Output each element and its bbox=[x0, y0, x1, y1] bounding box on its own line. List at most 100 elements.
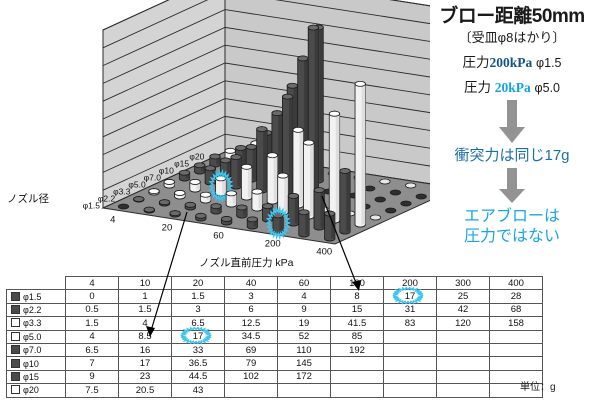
table-cell: 3 bbox=[224, 289, 278, 304]
chart-bar bbox=[225, 190, 237, 208]
chart-3d: 020406080100120140160180200衝突力 g42060200… bbox=[0, 0, 430, 275]
table-body: φ1.5 0 1 1.5 3 4 8 17 25 28 φ2.2 0.5 1.5 3 6 9 15 31 42 68 φ… bbox=[6, 289, 543, 398]
chart-x-tick-label: 20 bbox=[162, 222, 173, 233]
annotation-panel: ブロー距離50mm 〔受皿φ8はかり〕 圧力200kPa φ1.5 圧力 20k… bbox=[424, 2, 600, 270]
table-row: φ5.0 4 8.5 17 34.5 52 85 bbox=[6, 329, 543, 344]
table-cell: 28 bbox=[489, 289, 543, 304]
table-cell bbox=[436, 369, 490, 385]
table-cell: 9 bbox=[65, 369, 119, 385]
chart-bar bbox=[324, 210, 336, 242]
chart-z-tick-label: φ10 bbox=[159, 166, 174, 176]
table-cell: 42 bbox=[436, 302, 490, 318]
chart-bar bbox=[195, 212, 207, 222]
table-cell: 23 bbox=[118, 369, 172, 385]
table-cell: 33 bbox=[171, 342, 225, 358]
table-cell: 0.5 bbox=[65, 302, 119, 318]
chart-bar bbox=[364, 185, 376, 192]
unit-note-text: 単位：g bbox=[520, 382, 556, 393]
chart-bar bbox=[210, 203, 222, 215]
table-cell bbox=[489, 356, 543, 371]
chart-bar bbox=[236, 204, 248, 219]
chart-z-tick-label: φ5.0 bbox=[128, 180, 146, 190]
table-cell: 120 bbox=[436, 316, 490, 331]
table-cell: 20.5 bbox=[118, 383, 172, 398]
chart-bar bbox=[184, 201, 196, 211]
table-cell bbox=[383, 356, 437, 371]
chart-bar bbox=[313, 187, 325, 231]
chart-bar bbox=[292, 126, 304, 209]
chart-bar bbox=[178, 169, 191, 182]
table-cell bbox=[383, 342, 437, 358]
conclusion-text: 衝突力は同じ17g bbox=[454, 147, 570, 164]
table-cell: 9 bbox=[277, 302, 331, 318]
table-cell: 17 bbox=[118, 356, 172, 371]
down-arrow-1-wrap bbox=[424, 100, 600, 144]
case-1-label: 圧力 bbox=[462, 55, 490, 70]
table-cell: 102 bbox=[224, 369, 278, 385]
chart-canvas: 020406080100120140160180200衝突力 g42060200… bbox=[7, 0, 430, 269]
table-row-label: φ2.2 bbox=[23, 304, 42, 315]
table-cell bbox=[489, 383, 543, 398]
chart-bar bbox=[133, 196, 145, 203]
chart-x-tick-label: 400 bbox=[316, 246, 332, 257]
table-col-header: 400 bbox=[489, 275, 543, 291]
table-row: φ2.2 0.5 1.5 3 6 9 15 31 42 68 bbox=[6, 302, 543, 318]
legend-swatch-icon bbox=[11, 318, 20, 328]
table-cell bbox=[436, 383, 490, 398]
chart-bar bbox=[328, 110, 341, 224]
chart-bar bbox=[230, 154, 242, 190]
table-row-header: φ3.3 bbox=[6, 316, 66, 331]
table-cell bbox=[383, 369, 437, 385]
table-cell: 34.5 bbox=[224, 329, 278, 344]
chart-bar bbox=[221, 216, 233, 226]
table-row-header: φ2.2 bbox=[6, 302, 66, 318]
down-arrow-icon-2 bbox=[499, 168, 525, 203]
table-cell-highlighted: 17 bbox=[171, 329, 225, 344]
chart-x-tick-label: 60 bbox=[213, 230, 224, 241]
chart-bar bbox=[194, 162, 206, 175]
chart-bar bbox=[163, 179, 175, 189]
chart-bar bbox=[169, 210, 181, 218]
table-cell: 68 bbox=[489, 302, 543, 318]
chart-bar bbox=[246, 216, 259, 230]
table-cell: 8 bbox=[330, 289, 384, 304]
table-cell: 43 bbox=[171, 383, 225, 398]
table-col-header: 4 bbox=[65, 275, 119, 291]
table-cell: 44.5 bbox=[171, 369, 225, 385]
chart-highlight-starburst-icon bbox=[265, 205, 291, 241]
table-row-label: φ5.0 bbox=[23, 331, 42, 342]
table-cell: 1.5 bbox=[65, 316, 119, 331]
table-cell bbox=[436, 356, 490, 371]
chart-bar bbox=[240, 163, 253, 201]
chart-bar bbox=[117, 203, 130, 210]
unit-note: 単位：g bbox=[520, 378, 556, 393]
table-cell-highlighted: 17 bbox=[383, 289, 437, 304]
chart-x-tick-label: 200 bbox=[265, 238, 281, 249]
table-cell: 192 bbox=[330, 342, 384, 358]
chart-bar bbox=[209, 153, 221, 168]
table-col-header: 10 bbox=[118, 275, 172, 291]
down-arrow-2-wrap bbox=[424, 168, 600, 204]
chart-bar bbox=[303, 139, 315, 220]
table-cell bbox=[330, 356, 384, 371]
legend-swatch-icon bbox=[11, 371, 20, 381]
chart-bar bbox=[148, 188, 160, 196]
table-row-label: φ20 bbox=[23, 385, 39, 396]
table-row: φ1.5 0 1 1.5 3 4 8 17 25 28 bbox=[6, 289, 543, 304]
case-1-nozzle: φ1.5 bbox=[536, 56, 562, 70]
table-cell: 6.5 bbox=[65, 342, 119, 358]
table-cell bbox=[436, 342, 490, 358]
chart-bar bbox=[374, 196, 386, 203]
table-cell: 172 bbox=[277, 369, 331, 385]
case-1-line: 圧力200kPa φ1.5 bbox=[424, 54, 600, 72]
table-header-row: 4 10 20 40 60 100 200 300 400 bbox=[7, 275, 543, 291]
table-col-header: 20 bbox=[171, 275, 225, 291]
table-cell bbox=[436, 329, 490, 344]
table-cell: 1 bbox=[118, 289, 172, 304]
table-row: φ7.0 6.5 16 33 69 110 192 bbox=[6, 342, 543, 358]
chart-bar bbox=[256, 126, 268, 194]
table-cell: 31 bbox=[383, 302, 437, 318]
chart-bar bbox=[143, 206, 155, 214]
data-table: 4 10 20 40 60 100 200 300 400 φ1.5 0 1 1.5 3 4 8 17 25 28… bbox=[6, 275, 543, 398]
table-row-label: φ1.5 bbox=[23, 291, 42, 302]
